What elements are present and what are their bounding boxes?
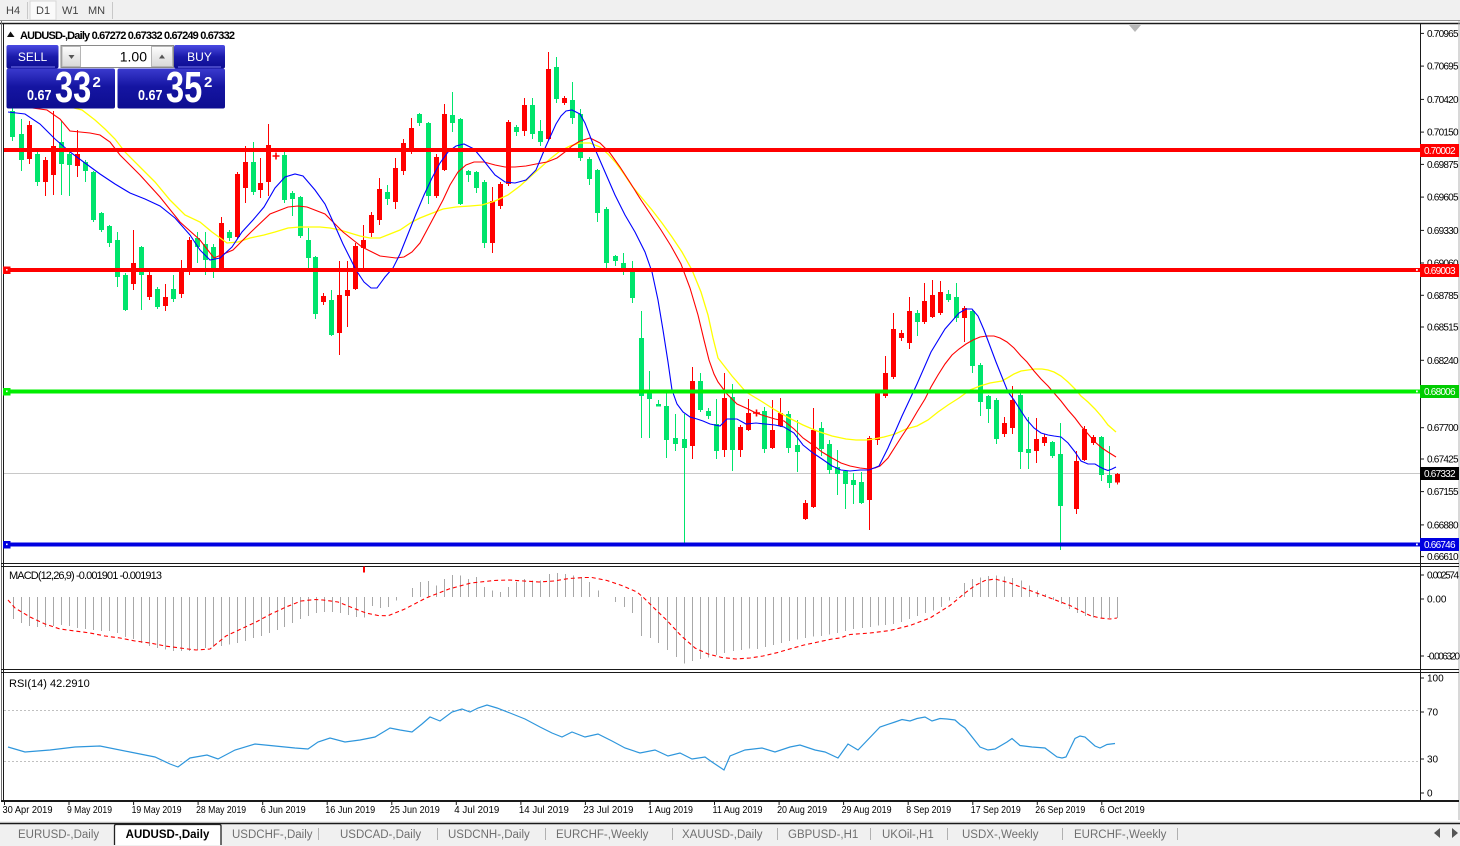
svg-text:4 Jul 2019: 4 Jul 2019	[454, 804, 499, 816]
svg-text:2: 2	[204, 74, 212, 91]
svg-text:28 May 2019: 28 May 2019	[196, 804, 246, 816]
svg-text:0.70002: 0.70002	[1424, 146, 1456, 157]
svg-text:0.69605: 0.69605	[1427, 193, 1459, 204]
svg-text:MN: MN	[88, 5, 105, 17]
svg-text:0.67332: 0.67332	[1424, 469, 1456, 480]
svg-text:25 Jun 2019: 25 Jun 2019	[390, 804, 440, 816]
svg-text:14 Jul 2019: 14 Jul 2019	[519, 804, 569, 816]
svg-text:30: 30	[1427, 755, 1439, 766]
svg-text:6 Oct 2019: 6 Oct 2019	[1100, 804, 1145, 816]
svg-text:SELL: SELL	[18, 50, 48, 64]
svg-text:0.68515: 0.68515	[1427, 323, 1459, 334]
svg-text:8 Sep 2019: 8 Sep 2019	[906, 804, 951, 816]
svg-text:0.70965: 0.70965	[1427, 29, 1459, 40]
svg-text:0.67700: 0.67700	[1427, 423, 1459, 434]
svg-text:2: 2	[93, 74, 101, 91]
svg-text:6 Jun 2019: 6 Jun 2019	[261, 804, 306, 816]
svg-text:0.67: 0.67	[27, 87, 52, 104]
svg-text:0.68006: 0.68006	[1424, 387, 1456, 398]
svg-text:0.66880: 0.66880	[1427, 520, 1459, 531]
svg-text:USDX-,Weekly: USDX-,Weekly	[962, 829, 1039, 841]
svg-text:0.67155: 0.67155	[1427, 487, 1459, 498]
svg-text:-0.006320: -0.006320	[1427, 652, 1460, 663]
svg-text:GBPUSD-,H1: GBPUSD-,H1	[788, 829, 858, 841]
svg-text:0.68240: 0.68240	[1427, 356, 1459, 367]
svg-text:9 May 2019: 9 May 2019	[67, 804, 112, 816]
svg-text:1.00: 1.00	[120, 49, 147, 65]
svg-text:0.69003: 0.69003	[1424, 266, 1456, 277]
svg-text:100: 100	[1427, 674, 1444, 685]
svg-text:RSI(14) 42.2910: RSI(14) 42.2910	[9, 678, 90, 690]
svg-text:0.66746: 0.66746	[1424, 540, 1456, 551]
svg-text:AUDUSD-,Daily: AUDUSD-,Daily	[126, 829, 210, 841]
svg-text:29 Aug 2019: 29 Aug 2019	[842, 804, 892, 816]
svg-text:33: 33	[55, 63, 91, 112]
svg-text:UKOil-,H1: UKOil-,H1	[882, 829, 934, 841]
svg-text:AUDUSD-,Daily 0.67272 0.67332: AUDUSD-,Daily 0.67272 0.67332 0.67249 0.…	[20, 30, 235, 42]
svg-text:0.69875: 0.69875	[1427, 160, 1459, 171]
svg-text:XAUUSD-,Daily: XAUUSD-,Daily	[682, 829, 763, 841]
svg-text:0.66610: 0.66610	[1427, 552, 1459, 563]
svg-text:EURCHF-,Weekly: EURCHF-,Weekly	[556, 829, 649, 841]
svg-text:MACD(12,26,9) -0.001901 -0.001: MACD(12,26,9) -0.001901 -0.001913	[9, 570, 162, 582]
svg-text:EURCHF-,Weekly: EURCHF-,Weekly	[1074, 829, 1167, 841]
svg-text:USDCNH-,Daily: USDCNH-,Daily	[448, 829, 530, 841]
svg-text:0.00: 0.00	[1427, 595, 1447, 606]
svg-text:0.69330: 0.69330	[1427, 226, 1459, 237]
svg-text:USDCHF-,Daily: USDCHF-,Daily	[232, 829, 313, 841]
svg-text:0: 0	[1427, 789, 1433, 800]
svg-text:35: 35	[166, 63, 202, 112]
svg-text:16 Jun 2019: 16 Jun 2019	[325, 804, 375, 816]
svg-text:70: 70	[1427, 708, 1439, 719]
svg-text:0.67: 0.67	[138, 87, 163, 104]
svg-text:0.002574: 0.002574	[1427, 571, 1459, 582]
svg-text:EURUSD-,Daily: EURUSD-,Daily	[18, 829, 99, 841]
svg-text:0.68785: 0.68785	[1427, 291, 1459, 302]
svg-text:H4: H4	[6, 5, 20, 17]
svg-text:0.70695: 0.70695	[1427, 62, 1459, 73]
svg-text:0.67425: 0.67425	[1427, 455, 1459, 466]
svg-text:0.70150: 0.70150	[1427, 128, 1459, 139]
svg-text:BUY: BUY	[187, 50, 212, 64]
svg-text:20 Aug 2019: 20 Aug 2019	[777, 804, 827, 816]
svg-text:26 Sep 2019: 26 Sep 2019	[1035, 804, 1085, 816]
svg-text:17 Sep 2019: 17 Sep 2019	[971, 804, 1021, 816]
svg-text:11 Aug 2019: 11 Aug 2019	[713, 804, 763, 816]
svg-text:1 Aug 2019: 1 Aug 2019	[648, 804, 693, 816]
svg-text:0.70420: 0.70420	[1427, 95, 1459, 106]
svg-text:19 May 2019: 19 May 2019	[132, 804, 182, 816]
svg-text:23 Jul 2019: 23 Jul 2019	[583, 804, 633, 816]
svg-text:D1: D1	[36, 5, 50, 17]
svg-text:W1: W1	[62, 5, 79, 17]
svg-text:30 Apr 2019: 30 Apr 2019	[3, 804, 53, 816]
svg-text:USDCAD-,Daily: USDCAD-,Daily	[340, 829, 421, 841]
